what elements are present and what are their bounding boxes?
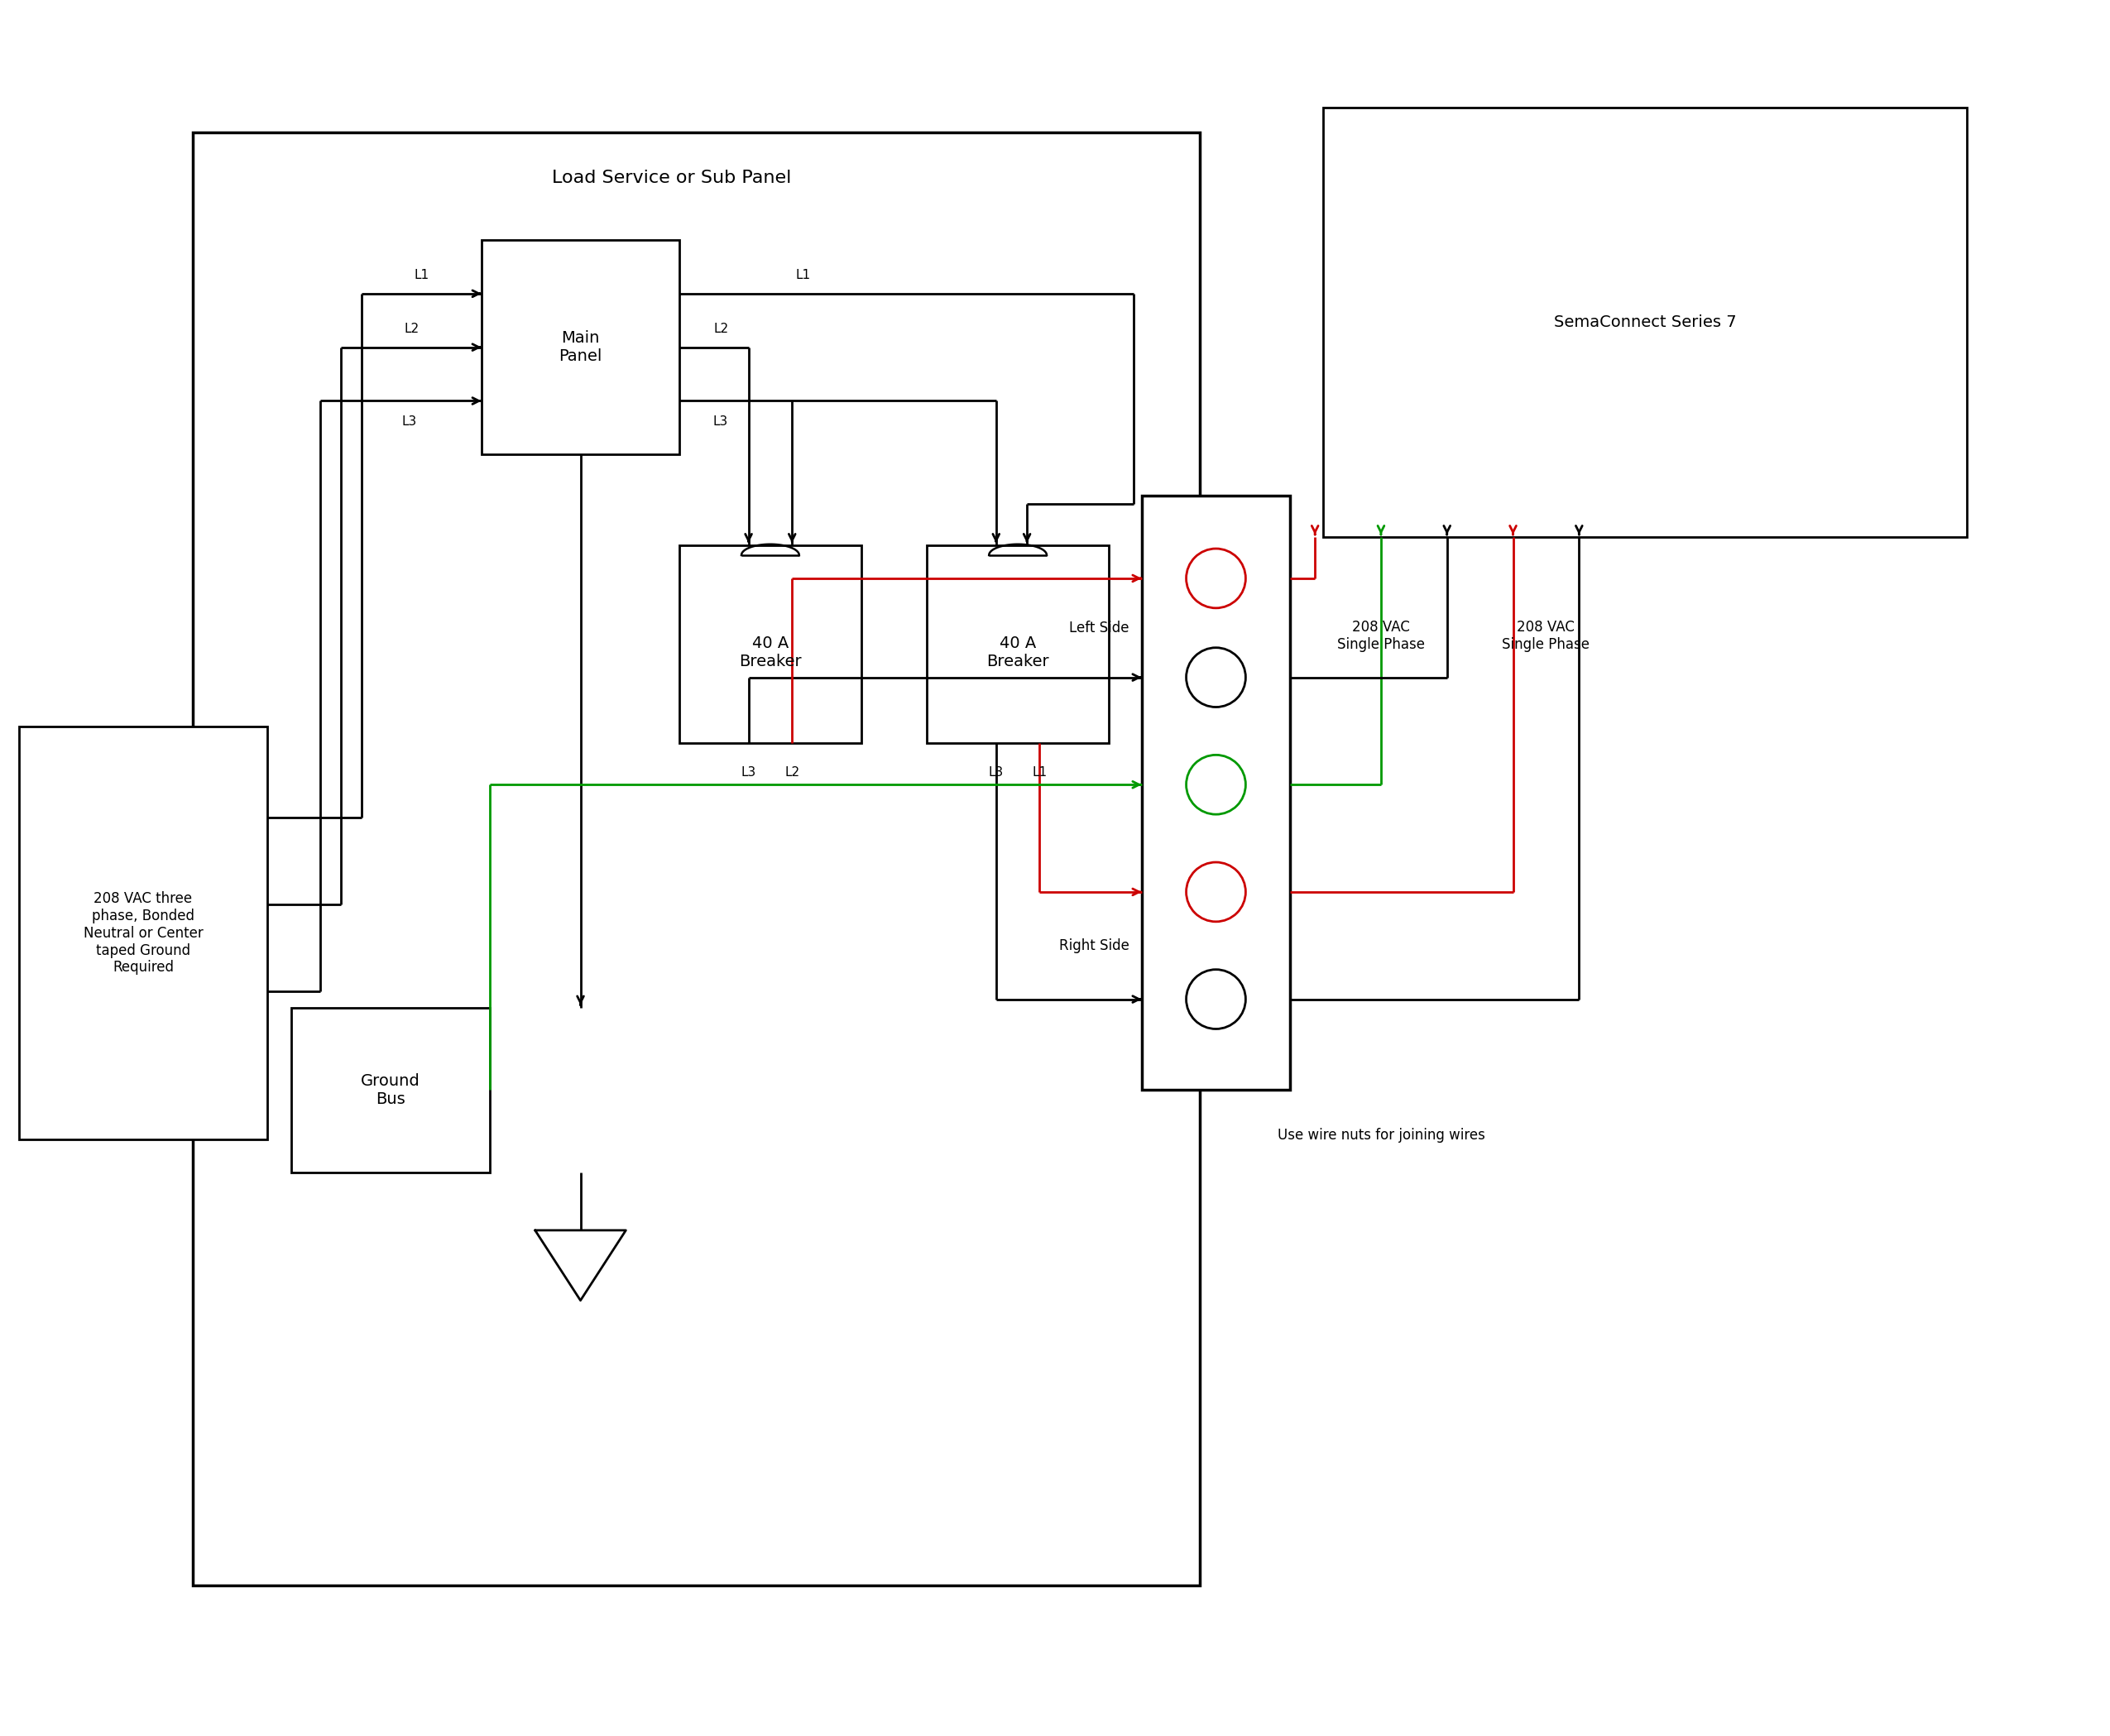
Text: Left Side: Left Side	[1070, 620, 1129, 635]
Circle shape	[1186, 549, 1245, 608]
Text: L2: L2	[713, 323, 728, 335]
Bar	[1323, 108, 1967, 536]
Text: L1: L1	[1032, 766, 1047, 778]
Text: Use wire nuts for joining wires: Use wire nuts for joining wires	[1277, 1128, 1485, 1142]
Text: L1: L1	[795, 269, 810, 281]
Text: L3: L3	[987, 766, 1004, 778]
Text: Main
Panel: Main Panel	[559, 330, 601, 365]
Circle shape	[1186, 648, 1245, 707]
Text: L3: L3	[713, 415, 728, 427]
Text: 40 A
Breaker: 40 A Breaker	[987, 635, 1049, 670]
Text: L3: L3	[741, 766, 755, 778]
Text: Right Side: Right Side	[1059, 937, 1129, 953]
Text: L2: L2	[403, 323, 418, 335]
Text: L2: L2	[785, 766, 800, 778]
Text: L1: L1	[414, 269, 428, 281]
Text: Ground
Bus: Ground Bus	[361, 1073, 420, 1108]
Bar	[926, 545, 1108, 743]
Text: 40 A
Breaker: 40 A Breaker	[738, 635, 802, 670]
Bar	[192, 132, 1198, 1585]
Text: 208 VAC
Single Phase: 208 VAC Single Phase	[1338, 620, 1424, 653]
Bar	[291, 1007, 490, 1172]
Text: Load Service or Sub Panel: Load Service or Sub Panel	[551, 170, 791, 186]
Text: SemaConnect Series 7: SemaConnect Series 7	[1553, 314, 1737, 330]
Circle shape	[1186, 969, 1245, 1029]
Bar	[679, 545, 861, 743]
Circle shape	[1186, 863, 1245, 922]
Bar	[19, 727, 266, 1139]
Bar	[1142, 496, 1289, 1090]
Text: L3: L3	[401, 415, 418, 427]
Text: 208 VAC
Single Phase: 208 VAC Single Phase	[1502, 620, 1589, 653]
Text: 208 VAC three
phase, Bonded
Neutral or Center
taped Ground
Required: 208 VAC three phase, Bonded Neutral or C…	[82, 891, 203, 976]
Circle shape	[1186, 755, 1245, 814]
Bar	[481, 240, 679, 455]
